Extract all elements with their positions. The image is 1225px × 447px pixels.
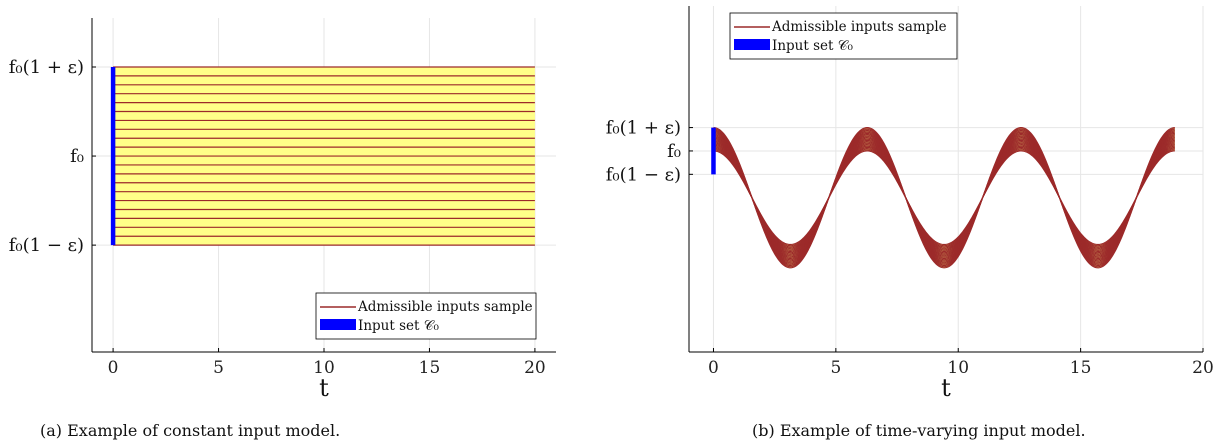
x-tick-label: 0 [708, 358, 719, 378]
sample-line [713, 132, 1175, 263]
legend-band-swatch [320, 319, 356, 330]
x-axis-label-a: t [319, 374, 329, 402]
legend-band-swatch [734, 39, 770, 50]
sample-line [713, 145, 1175, 250]
sample-line [713, 138, 1175, 257]
sample-line [713, 148, 1175, 248]
x-tick-label: 15 [419, 358, 441, 378]
plot-area-a [110, 66, 535, 246]
legend-label-input-set: Input set 𝒞₀ [358, 318, 440, 334]
plot-area-b [711, 127, 1175, 269]
x-tick-label: 15 [1070, 358, 1092, 378]
sample-line [713, 134, 1175, 262]
x-tick-label: 5 [213, 358, 224, 378]
sample-line [713, 137, 1175, 258]
y-tick-label: f₀(1 − ε) [9, 235, 84, 256]
sample-line [713, 146, 1175, 249]
sample-line [713, 142, 1175, 254]
y-tick-label: f₀(1 − ε) [606, 164, 681, 185]
sample-line [713, 136, 1175, 260]
sample-line [713, 135, 1175, 261]
x-ticks-a: 0 5 10 15 20 [108, 348, 546, 378]
legend-b: Admissible inputs sample Input set 𝒞₀ [729, 12, 958, 60]
x-tick-label: 20 [524, 358, 546, 378]
x-axis-label-b: t [941, 374, 951, 402]
sample-line [713, 149, 1175, 247]
legend-label-input-set: Input set 𝒞₀ [772, 38, 854, 54]
y-ticks-a: f₀(1 + ε) f₀ f₀(1 − ε) [9, 57, 96, 256]
y-tick-label: f₀ [70, 146, 84, 167]
sample-line [713, 128, 1175, 268]
x-tick-label: 10 [313, 358, 335, 378]
x-ticks-b: 0 5 10 15 20 [708, 348, 1214, 378]
x-tick-label: 5 [830, 358, 841, 378]
sample-line [713, 127, 1175, 269]
caption-b: (b) Example of time-varying input model. [752, 421, 1086, 440]
legend-a: Admissible inputs sample Input set 𝒞₀ [315, 292, 537, 340]
sample-line [713, 144, 1175, 251]
sample-line [713, 150, 1175, 246]
caption-a: (a) Example of constant input model. [40, 421, 340, 440]
y-tick-label: f₀ [667, 141, 681, 162]
x-tick-label: 0 [108, 358, 119, 378]
sample-line [713, 143, 1175, 253]
y-tick-label: f₀(1 + ε) [606, 118, 681, 139]
sample-line [713, 130, 1175, 265]
legend-box-a [315, 292, 537, 340]
grid-b [689, 6, 1204, 352]
legend-label-samples: Admissible inputs sample [357, 299, 533, 315]
sample-line [713, 141, 1175, 255]
x-tick-label: 10 [947, 358, 969, 378]
x-tick-label: 20 [1192, 358, 1214, 378]
y-tick-label: f₀(1 + ε) [9, 57, 84, 78]
sample-line [713, 129, 1175, 267]
legend-label-samples: Admissible inputs sample [771, 19, 947, 35]
legend-box-b [729, 12, 958, 60]
chart-panel-a: 0 5 10 15 20 f₀(1 + ε) f₀ f₀(1 − ε) t Admissib… [9, 18, 556, 440]
sample-line [713, 131, 1175, 264]
sample-line [713, 139, 1175, 256]
